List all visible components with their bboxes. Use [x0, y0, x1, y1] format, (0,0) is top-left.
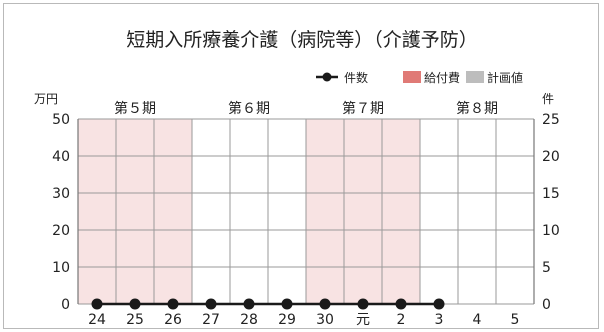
- legend: 件数 給付費 計画値: [316, 70, 523, 85]
- right-axis-unit: 件: [542, 92, 554, 106]
- x-tick-2: 26: [164, 312, 182, 328]
- x-tick-0: 24: [88, 312, 106, 328]
- legend-marker-0: [322, 72, 332, 82]
- period-label-1: 第５期: [114, 100, 156, 117]
- x-tick-4: 28: [240, 312, 258, 328]
- legend-label-2: 計画値: [487, 70, 523, 85]
- count-point-3: [205, 298, 217, 310]
- count-point-4: [243, 298, 255, 310]
- x-tick-7: 元: [356, 312, 370, 328]
- period-shade-3: [306, 119, 420, 304]
- line-series: [91, 298, 445, 310]
- count-point-2: [167, 298, 179, 310]
- x-tick-9: 3: [435, 312, 444, 328]
- x-tick-10: 4: [473, 312, 482, 328]
- left-tick-30: 30: [52, 186, 70, 202]
- period-shade-1: [78, 119, 192, 304]
- x-tick-8: 2: [397, 312, 406, 328]
- grid-lines: [77, 118, 535, 305]
- right-tick-25: 25: [542, 112, 560, 128]
- legend-label-0: 件数: [344, 70, 368, 85]
- x-tick-5: 29: [278, 312, 296, 328]
- count-point-7: [357, 298, 369, 310]
- x-tick-1: 25: [126, 312, 144, 328]
- x-tick-11: 5: [511, 312, 520, 328]
- right-tick-20: 20: [542, 149, 560, 165]
- x-tick-6: 30: [316, 312, 334, 328]
- period-label-4: 第８期: [456, 100, 498, 117]
- count-point-8: [395, 298, 407, 310]
- left-tick-20: 20: [52, 223, 70, 239]
- period-shading: [78, 119, 420, 304]
- chart-title: 短期入所療養介護（病院等）（介護予防）: [126, 29, 478, 51]
- legend-swatch-2: [466, 71, 484, 83]
- legend-label-1: 給付費: [424, 70, 460, 85]
- period-label-3: 第７期: [342, 100, 384, 117]
- left-tick-40: 40: [52, 149, 70, 165]
- left-tick-50: 50: [52, 112, 70, 128]
- left-tick-0: 0: [61, 297, 70, 313]
- right-tick-0: 0: [542, 297, 551, 313]
- count-point-9: [433, 298, 445, 310]
- x-tick-3: 27: [202, 312, 220, 328]
- period-label-2: 第６期: [228, 100, 270, 117]
- legend-swatch-1: [403, 71, 421, 83]
- right-tick-10: 10: [542, 223, 560, 239]
- count-point-1: [129, 298, 141, 310]
- right-tick-15: 15: [542, 186, 560, 202]
- right-tick-5: 5: [542, 260, 551, 276]
- count-point-0: [91, 298, 103, 310]
- left-axis-unit: 万円: [34, 92, 58, 106]
- left-tick-10: 10: [52, 260, 70, 276]
- count-point-6: [319, 298, 331, 310]
- count-point-5: [281, 298, 293, 310]
